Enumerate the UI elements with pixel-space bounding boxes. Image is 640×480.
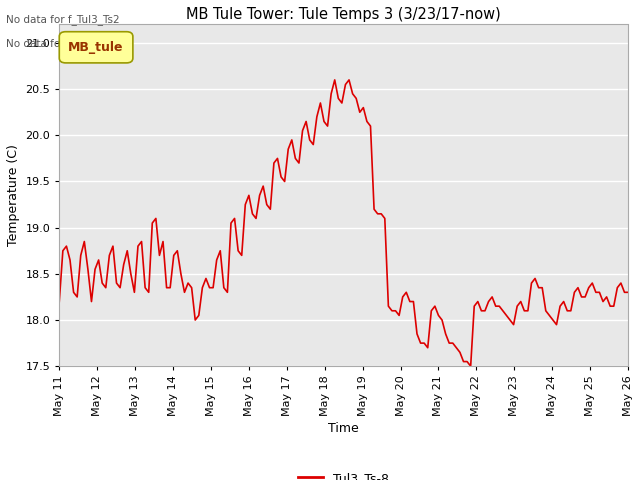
Tul3_Ts-8 — [527, 280, 535, 286]
Tul3_Ts-8 — [603, 294, 611, 300]
Tul3_Ts-8 — [170, 252, 177, 258]
Y-axis label: Temperature (C): Temperature (C) — [7, 144, 20, 246]
Tul3_Ts-8 — [374, 211, 381, 216]
Text: MB_tule: MB_tule — [68, 41, 124, 54]
Tul3_Ts-8 — [216, 248, 224, 253]
Tul3_Ts-8 — [331, 77, 339, 83]
Text: No data for f_Tul3_Tw4: No data for f_Tul3_Tw4 — [6, 38, 123, 49]
Tul3_Ts-8 — [624, 289, 632, 295]
X-axis label: Time: Time — [328, 421, 359, 435]
Line: Tul3_Ts-8: Tul3_Ts-8 — [60, 80, 628, 366]
Tul3_Ts-8 — [56, 299, 63, 304]
Tul3_Ts-8 — [428, 308, 435, 313]
Text: No data for f_Tul3_Ts2: No data for f_Tul3_Ts2 — [6, 14, 120, 25]
Tul3_Ts-8 — [467, 363, 474, 369]
Title: MB Tule Tower: Tule Temps 3 (3/23/17-now): MB Tule Tower: Tule Temps 3 (3/23/17-now… — [186, 7, 501, 22]
Legend: Tul3_Ts-8: Tul3_Ts-8 — [293, 467, 394, 480]
